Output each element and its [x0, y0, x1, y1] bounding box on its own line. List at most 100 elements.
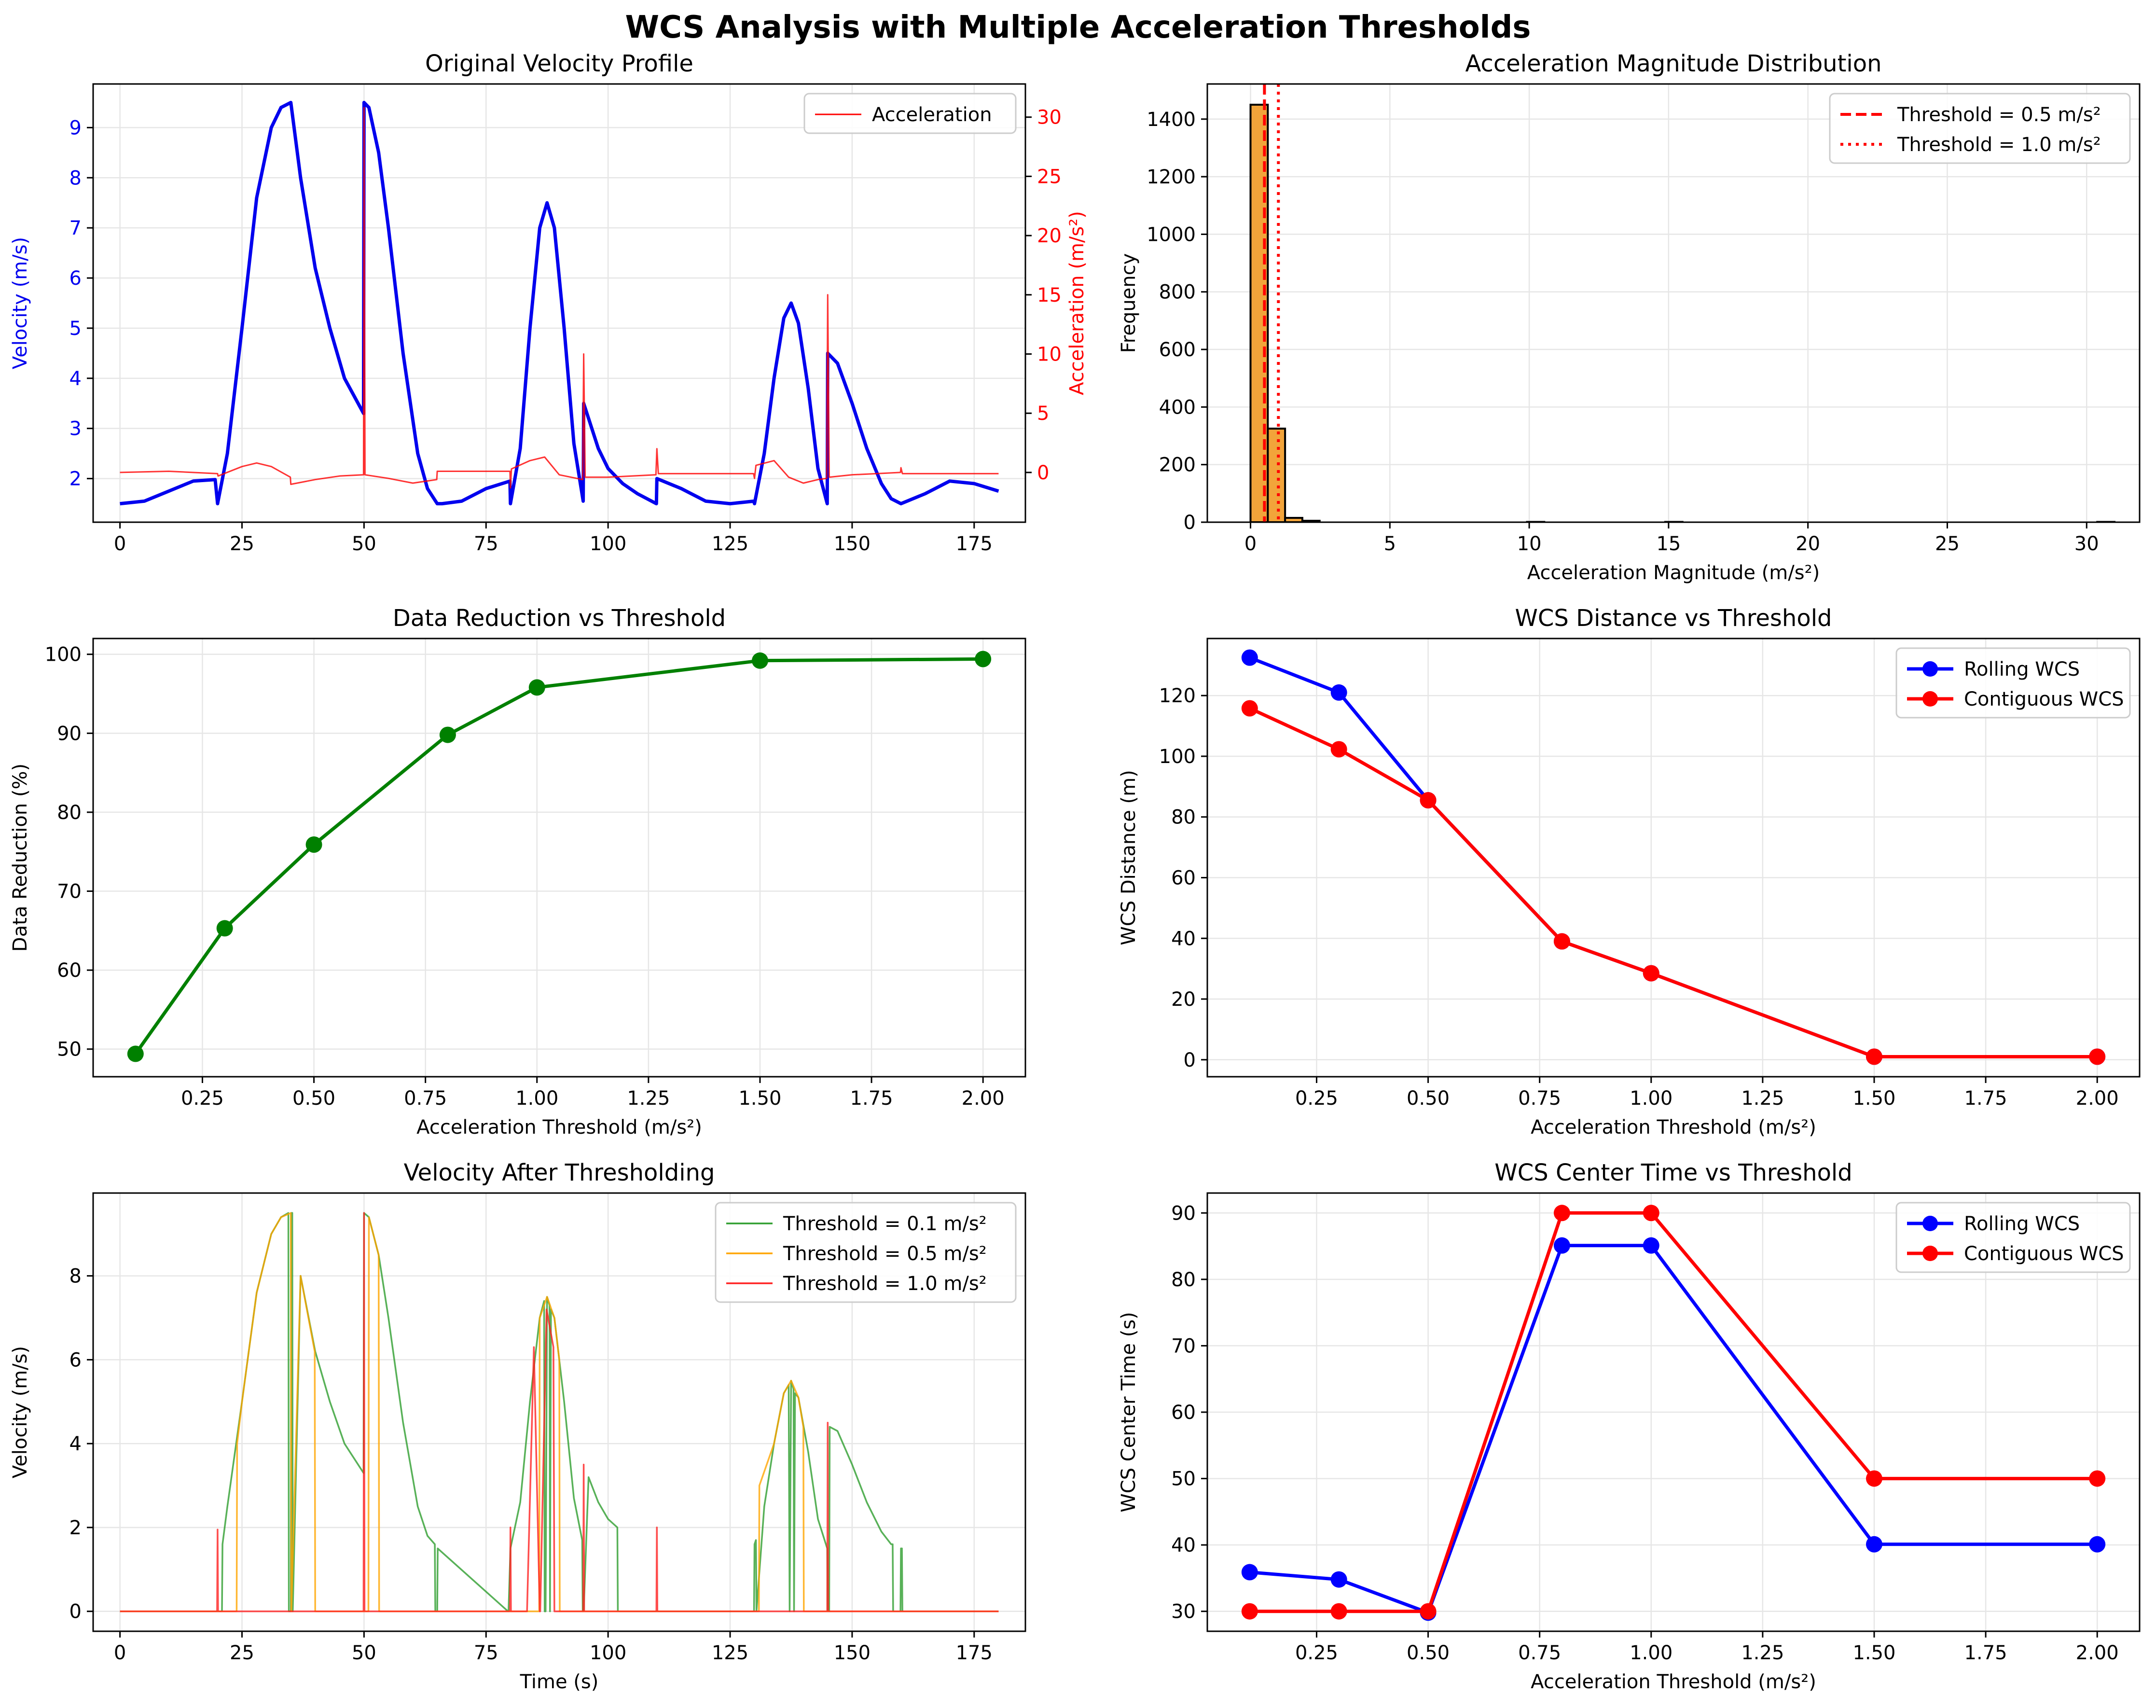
x-axis-label: Acceleration Magnitude (m/s²) [1527, 562, 1820, 584]
y-tick-label: 600 [1159, 339, 1196, 361]
y2-tick-label: 15 [1037, 284, 1062, 306]
plot-area [1241, 1205, 2106, 1621]
legend-marker [1922, 1246, 1938, 1261]
y-axis-label: Data Reduction (%) [9, 764, 31, 952]
x-tick-label: 1.00 [515, 1087, 558, 1110]
legend: Acceleration [803, 93, 1017, 134]
data-point [975, 651, 992, 667]
legend-box [1829, 93, 2131, 164]
y-tick-label: 50 [57, 1039, 82, 1061]
x-tick-label: 0.75 [404, 1087, 447, 1110]
x-tick-label: 1.50 [1852, 1087, 1895, 1110]
data-point [1330, 1603, 1347, 1620]
y-tick-label: 4 [69, 1433, 82, 1455]
y-tick-label: 1400 [1147, 109, 1196, 131]
data-point [216, 920, 233, 937]
x-tick-label: 1.75 [1964, 1642, 2007, 1664]
legend: Rolling WCS Contiguous WCS [1895, 647, 2131, 719]
data-point [1330, 684, 1347, 701]
y-tick-label: 3 [69, 418, 82, 440]
legend-marker [1922, 1216, 1938, 1231]
y-tick-label: 50 [1171, 1468, 1196, 1490]
legend-box [803, 93, 1017, 134]
panel-accel-histogram: 0 5 10 15 20 25 30 0 200 400 600 800 1000 1200 1400 Acc… [1118, 50, 2141, 584]
x-tick-label: 175 [956, 1642, 993, 1664]
y-tick-label: 1000 [1147, 223, 1196, 246]
legend-label: Threshold = 1.0 m/s² [1897, 134, 2101, 156]
plot-area [1249, 84, 2116, 522]
y-tick-label: 6 [69, 1349, 82, 1371]
y-tick-label: 70 [1171, 1335, 1196, 1357]
series-line [120, 107, 999, 489]
axes-frame [92, 1192, 1026, 1632]
x-tick-label: 150 [834, 1642, 871, 1664]
data-point [1241, 700, 1258, 717]
x-tick-label: 0 [114, 533, 126, 555]
data-point [439, 726, 456, 743]
x-axis-label: Acceleration Threshold (m/s²) [416, 1116, 702, 1139]
histogram-bar [1267, 428, 1286, 522]
x-tick-label: 100 [590, 1642, 626, 1664]
chart-title: Data Reduction vs Threshold [393, 605, 726, 632]
y-axis-label: Velocity (m/s) [9, 1346, 31, 1478]
data-point [1643, 1237, 1659, 1254]
legend: Rolling WCS Contiguous WCS [1895, 1202, 2131, 1273]
y-tick-label: 5 [69, 318, 82, 340]
y-tick-label: 60 [1171, 867, 1196, 889]
x-tick-label: 2.00 [962, 1087, 1005, 1110]
x-tick-label: 2.00 [2076, 1087, 2119, 1110]
legend-label: Rolling WCS [1964, 1213, 2080, 1235]
x-tick-label: 1.75 [850, 1087, 893, 1110]
y2-axis-label: Acceleration (m/s²) [1066, 211, 1088, 395]
y-tick-label: 70 [57, 881, 82, 903]
y-tick-label: 120 [1159, 685, 1196, 707]
data-point [1553, 1237, 1570, 1254]
y-axis-label: Frequency [1118, 253, 1140, 353]
data-point [127, 1045, 144, 1062]
y-tick-label: 9 [69, 117, 82, 139]
x-axis-label: Acceleration Threshold (m/s²) [1531, 1116, 1816, 1139]
data-point [1866, 1470, 1882, 1487]
plot-area [120, 1212, 999, 1612]
x-tick-label: 75 [474, 1642, 498, 1664]
y-tick-label: 90 [1171, 1202, 1196, 1224]
x-tick-label: 30 [2074, 533, 2099, 555]
data-point [1553, 933, 1570, 950]
data-point [1241, 1564, 1258, 1581]
y-axis-label: Velocity (m/s) [9, 237, 31, 369]
data-point [751, 652, 768, 669]
x-tick-label: 25 [230, 1642, 254, 1664]
panel-data-reduction: 0.25 0.50 0.75 1.00 1.25 1.50 1.75 2.00 50 60 70 80… [9, 605, 1026, 1139]
legend-label: Rolling WCS [1964, 658, 2080, 680]
data-point [1420, 792, 1437, 809]
x-tick-label: 1.75 [1964, 1087, 2007, 1110]
chart-title: Original Velocity Profile [425, 50, 693, 77]
y-tick-label: 800 [1159, 281, 1196, 304]
x-tick-label: 150 [834, 533, 871, 555]
x-tick-label: 0.25 [1295, 1642, 1338, 1664]
x-tick-label: 0.25 [1295, 1087, 1338, 1110]
y-tick-label: 400 [1159, 396, 1196, 418]
y-tick-label: 8 [69, 167, 82, 189]
x-tick-label: 10 [1517, 533, 1542, 555]
x-tick-label: 25 [230, 533, 254, 555]
data-point [1330, 1571, 1347, 1588]
x-tick-label: 50 [352, 1642, 376, 1664]
data-point [1643, 1205, 1659, 1222]
axes-frame [92, 638, 1026, 1078]
y2-tick-label: 20 [1037, 225, 1062, 247]
x-tick-label: 2.00 [2076, 1642, 2119, 1664]
series-line [120, 100, 999, 506]
legend-label: Contiguous WCS [1964, 1243, 2124, 1265]
y-tick-label: 60 [57, 959, 82, 982]
y-axis-label: WCS Center Time (s) [1118, 1312, 1140, 1513]
y-axis-label: WCS Distance (m) [1118, 770, 1140, 945]
data-point [2089, 1048, 2106, 1065]
data-point [1330, 741, 1347, 758]
plot-area [1241, 649, 2106, 1065]
legend-label: Threshold = 0.5 m/s² [1897, 104, 2101, 126]
data-point [1241, 1603, 1258, 1620]
y-tick-label: 80 [1171, 1269, 1196, 1291]
x-tick-label: 15 [1656, 533, 1681, 555]
